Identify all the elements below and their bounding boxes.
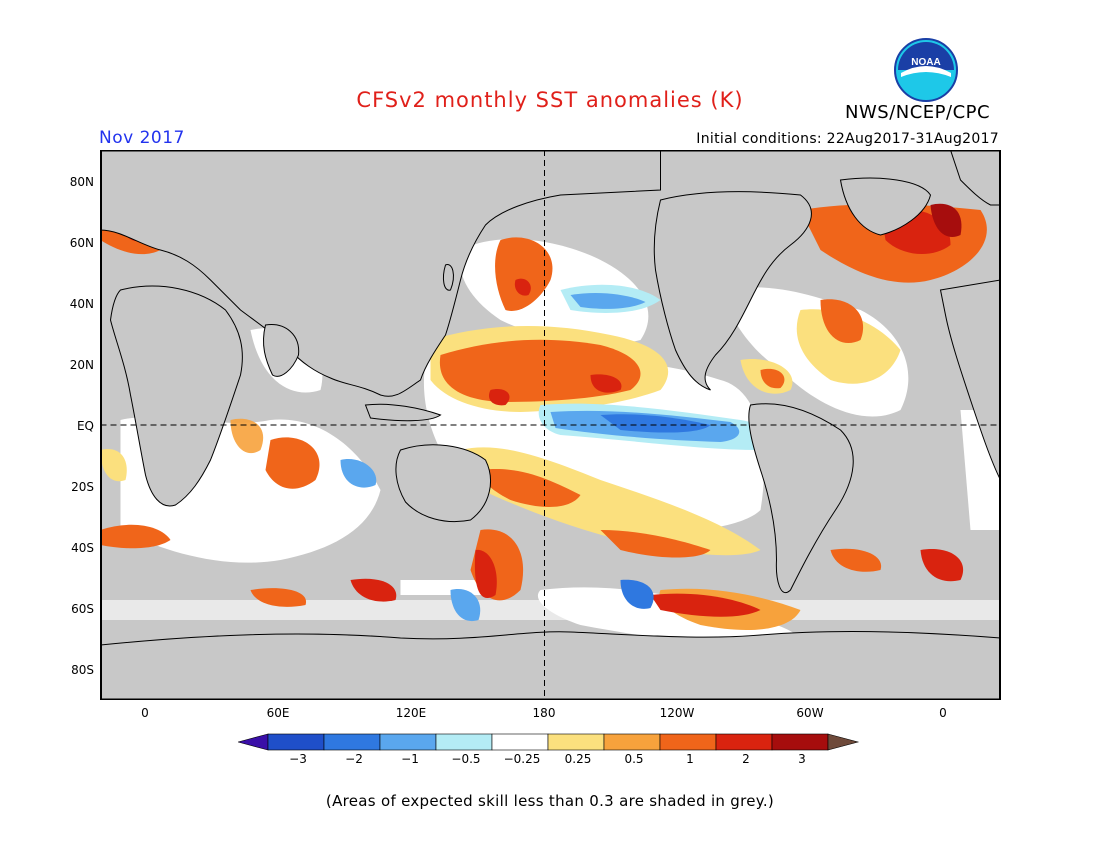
india: [263, 324, 300, 377]
colorbar-cell: [547, 733, 605, 751]
colorbar: [238, 733, 860, 751]
colorbar-label: −0.5: [451, 752, 481, 766]
colorbar-arrow-low: [238, 733, 269, 751]
greenland: [839, 177, 932, 236]
lon-label: 180: [532, 706, 556, 720]
lat-label: EQ: [76, 419, 94, 433]
colorbar-label: −2: [345, 752, 363, 766]
antarctica: [100, 631, 1001, 700]
colorbar-label: 0.5: [624, 752, 644, 766]
agency-label: NWS/NCEP/CPC: [845, 102, 991, 123]
colorbar-cell: [491, 733, 549, 751]
colorbar-cell: [379, 733, 437, 751]
noaa-logo: NOAA: [894, 38, 958, 102]
colorbar-cell: [715, 733, 773, 751]
lat-label: 20S: [71, 480, 94, 494]
colorbar-cell: [659, 733, 717, 751]
colorbar-cell: [435, 733, 493, 751]
north-america: [653, 191, 812, 391]
colorbar-label: 1: [686, 752, 694, 766]
valid-month: Nov 2017: [99, 128, 185, 148]
logo-text: NOAA: [911, 57, 940, 68]
europe-asia: [100, 150, 661, 397]
africa-right: [939, 279, 1001, 481]
lat-label: 60S: [71, 602, 94, 616]
colorbar-arrow-high: [827, 733, 860, 751]
japan: [442, 264, 454, 291]
colorbar-label: 0.25: [564, 752, 592, 766]
colorbar-label: 2: [742, 752, 750, 766]
colorbar-label: −0.25: [503, 752, 541, 766]
lon-label: 0: [141, 706, 149, 720]
lon-label: 60E: [266, 706, 290, 720]
indonesia: [364, 403, 442, 422]
lat-label: 80S: [71, 663, 94, 677]
lon-label: 0: [939, 706, 947, 720]
colorbar-cell: [603, 733, 661, 751]
colorbar-label: 3: [798, 752, 806, 766]
lat-label: 40S: [71, 541, 94, 555]
africa: [109, 285, 243, 507]
lat-label: 20N: [69, 358, 94, 372]
lat-label: 60N: [69, 236, 94, 250]
lat-label: 80N: [69, 175, 94, 189]
europe-asia-right: [949, 150, 1001, 206]
chart-title: CFSv2 monthly SST anomalies (K): [356, 88, 744, 112]
warm-anomaly-regions: [100, 196, 987, 630]
south-america: [748, 403, 854, 593]
lon-label: 60W: [796, 706, 824, 720]
lon-label: 120E: [395, 706, 427, 720]
colorbar-label: −3: [289, 752, 307, 766]
colorbar-cell: [267, 733, 325, 751]
lat-label: 40N: [69, 297, 94, 311]
continents: [100, 150, 1001, 700]
initial-conditions: Initial conditions: 22Aug2017-31Aug2017: [696, 131, 999, 147]
sst-anomaly-map: [100, 150, 1001, 700]
lon-label: 120W: [659, 706, 695, 720]
skill-note: (Areas of expected skill less than 0.3 a…: [325, 792, 775, 810]
cool-anomaly-regions: [160, 198, 771, 622]
colorbar-cell: [323, 733, 381, 751]
australia: [395, 444, 491, 523]
colorbar-label: −1: [401, 752, 419, 766]
colorbar-cell: [771, 733, 829, 751]
